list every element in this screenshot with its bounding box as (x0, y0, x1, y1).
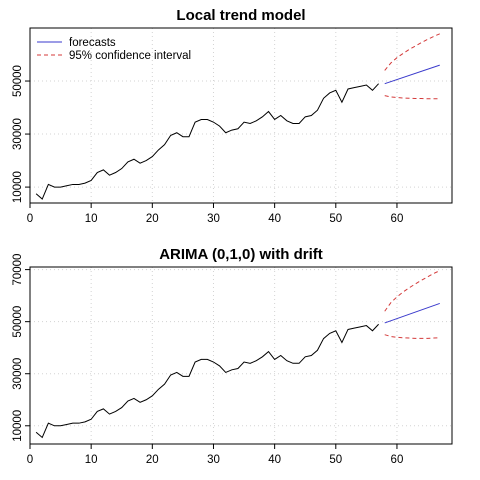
series-line-95-confidence-interval (384, 33, 440, 71)
y-tick-label: 50000 (12, 306, 24, 338)
panel-arima: ARIMA (0,1,0) with drift 0 10 20 30 40 50 60 100… (12, 246, 453, 466)
chart-title: Local trend model (176, 7, 305, 24)
x-tick-label: 0 (27, 213, 33, 225)
x-tick-label: 10 (85, 213, 98, 225)
y-tick-label: 70000 (12, 254, 24, 286)
x-tick-label: 20 (146, 213, 159, 225)
y-tick-label: 30000 (12, 358, 24, 390)
x-tick-label: 0 (27, 454, 33, 466)
series-line-forecasts (384, 302, 440, 324)
x-tick-label: 60 (391, 213, 404, 225)
y-tick-label: 30000 (12, 118, 24, 150)
series-line-95-confidence-interval (384, 270, 440, 312)
x-tick-label: 30 (207, 454, 220, 466)
y-tick-label: 50000 (12, 65, 24, 97)
series-line-observed (35, 323, 379, 439)
y-tick-label: 10000 (12, 171, 24, 203)
y-tick-label: 10000 (12, 410, 24, 442)
series-line-95-confidence-interval (384, 95, 440, 100)
legend-label: forecasts (69, 37, 116, 49)
x-tick-label: 40 (268, 213, 281, 225)
x-tick-label: 30 (207, 213, 220, 225)
series-line-forecasts (384, 64, 440, 85)
plot-frame (29, 27, 453, 204)
plot-frame (29, 266, 453, 445)
series-line-95-confidence-interval (384, 334, 440, 339)
x-tick-label: 50 (329, 213, 342, 225)
series-line-observed (35, 83, 379, 200)
panel-local-trend: Local trend model 0 10 20 30 40 50 60 10000 30000… (12, 7, 453, 225)
chart-title: ARIMA (0,1,0) with drift (159, 246, 323, 263)
x-tick-label: 10 (85, 454, 98, 466)
x-tick-label: 20 (146, 454, 159, 466)
x-tick-label: 60 (391, 454, 404, 466)
legend-label: 95% confidence interval (69, 50, 191, 62)
x-tick-label: 50 (329, 454, 342, 466)
x-tick-label: 40 (268, 454, 281, 466)
